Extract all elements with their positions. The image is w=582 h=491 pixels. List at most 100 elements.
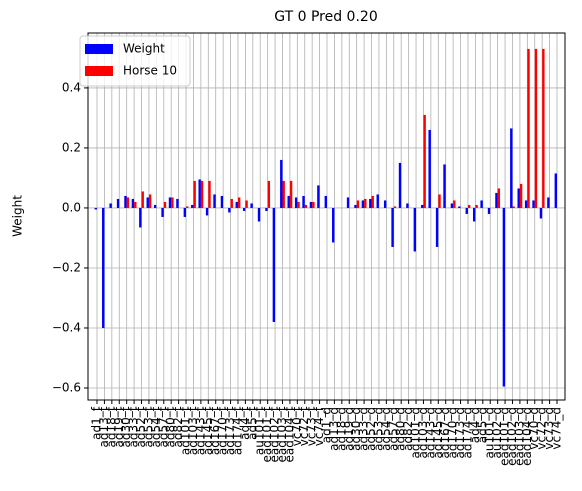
bar: [354, 204, 357, 208]
x-tick-label: ad145_d: [431, 407, 445, 459]
bar: [423, 114, 426, 208]
legend-label: Horse 10: [123, 64, 177, 78]
x-tick-label: ad4_d: [468, 407, 482, 443]
bar: [453, 200, 456, 208]
x-tick-label: ad82_f: [171, 406, 185, 447]
x-tick-label: ad82_d: [401, 407, 415, 451]
bar: [364, 198, 367, 208]
x-tick-label: ead102_f: [268, 406, 282, 462]
x-tick-label: vc70_f: [290, 406, 304, 446]
x-tick-label: vc72_f: [297, 406, 311, 446]
bar: [141, 191, 144, 208]
bar: [467, 204, 471, 208]
x-tick-label: ead102_d: [505, 407, 519, 466]
bar: [527, 48, 530, 208]
x-tick-label: ead103_f: [275, 406, 289, 462]
legend-label: Weight: [123, 42, 165, 56]
bar: [134, 201, 137, 208]
x-tick-label: ad145_f: [201, 406, 215, 455]
bar: [324, 195, 327, 208]
bar: [237, 197, 241, 208]
x-tick-label: ad1_f: [90, 406, 104, 440]
legend-swatch: [85, 44, 113, 54]
bar: [265, 207, 268, 211]
x-tick-label: au101_f: [253, 406, 267, 455]
bar: [524, 200, 528, 208]
bar: [148, 194, 152, 208]
x-tick-label: ad1_d: [320, 407, 334, 443]
bar: [413, 207, 417, 252]
bar: [502, 207, 506, 387]
x-tick-label: ad170_d: [446, 407, 460, 459]
x-tick-label: ad80_d: [394, 407, 408, 451]
bar: [287, 195, 290, 208]
x-tick-label: au102_d: [490, 407, 504, 458]
bar: [153, 204, 157, 208]
x-tick-label: ad54_d: [379, 407, 393, 451]
x-tick-label: vc73_d: [542, 407, 556, 450]
x-tick-label: ad57_f: [156, 406, 170, 447]
bar: [200, 180, 204, 208]
bar: [183, 207, 187, 217]
y-axis-label: Weight: [11, 195, 25, 237]
bar: [480, 200, 483, 208]
bar: [126, 197, 130, 208]
y-tick-label: −0.2: [52, 260, 81, 274]
x-tick-label: ead104_f: [282, 406, 296, 462]
bar: [198, 179, 201, 208]
bar: [297, 201, 300, 208]
x-tick-label: ead103_d: [512, 407, 526, 466]
bar: [346, 197, 350, 208]
bar: [383, 200, 387, 208]
plot-frame: [87, 32, 566, 401]
bar: [547, 197, 550, 208]
x-tick-label: ad52_f: [134, 406, 148, 447]
bar: [443, 164, 446, 208]
bar: [361, 200, 365, 208]
y-tick-label: 0.2: [62, 140, 81, 154]
bar: [539, 207, 543, 219]
x-tick-label: ad167_f: [208, 406, 222, 455]
bar: [465, 207, 468, 214]
x-tick-label: ad53_d: [371, 407, 385, 451]
bar: [510, 128, 513, 208]
x-tick-label: ad30_d: [349, 407, 363, 451]
bar: [176, 198, 179, 208]
bar: [116, 198, 120, 208]
x-tick-label: ad103_d: [416, 407, 430, 459]
bar: [391, 207, 394, 247]
bar: [532, 200, 535, 208]
bar: [406, 203, 409, 208]
bar: [304, 204, 308, 208]
bar: [163, 201, 167, 208]
bar: [242, 207, 246, 211]
x-tick-label: ad53_f: [141, 406, 155, 447]
x-tick-label: ad101_f: [179, 406, 193, 455]
bar: [245, 200, 248, 208]
bar: [94, 207, 97, 210]
x-tick-label: ad174_d: [460, 407, 474, 459]
x-tick-label: ad173_d: [453, 407, 467, 459]
x-tick-label: ad54_f: [149, 406, 163, 447]
x-tick-label: vc70_d: [527, 407, 541, 450]
x-tick-label: ad167_d: [438, 407, 452, 459]
bar: [250, 203, 253, 208]
bar: [282, 180, 285, 208]
x-tick-label: ad57_d: [386, 407, 400, 451]
x-tick-label: au101_d: [483, 407, 497, 458]
x-tick-label: ead101_d: [498, 407, 512, 466]
bar: [272, 207, 276, 322]
bar: [398, 162, 402, 208]
x-tick-label: ad13_f: [97, 406, 111, 447]
bar: [332, 207, 335, 243]
bar: [280, 159, 283, 208]
x-tick-label: ad19_d: [342, 407, 356, 451]
x-tick-label: ad143_d: [423, 407, 437, 459]
bar: [497, 188, 501, 208]
bar: [161, 207, 164, 217]
bar: [376, 194, 379, 208]
bar: [220, 195, 224, 208]
x-tick-label: ad13_d: [327, 407, 341, 451]
x-tick-label: vc73_f: [305, 406, 319, 446]
bar: [131, 198, 135, 208]
